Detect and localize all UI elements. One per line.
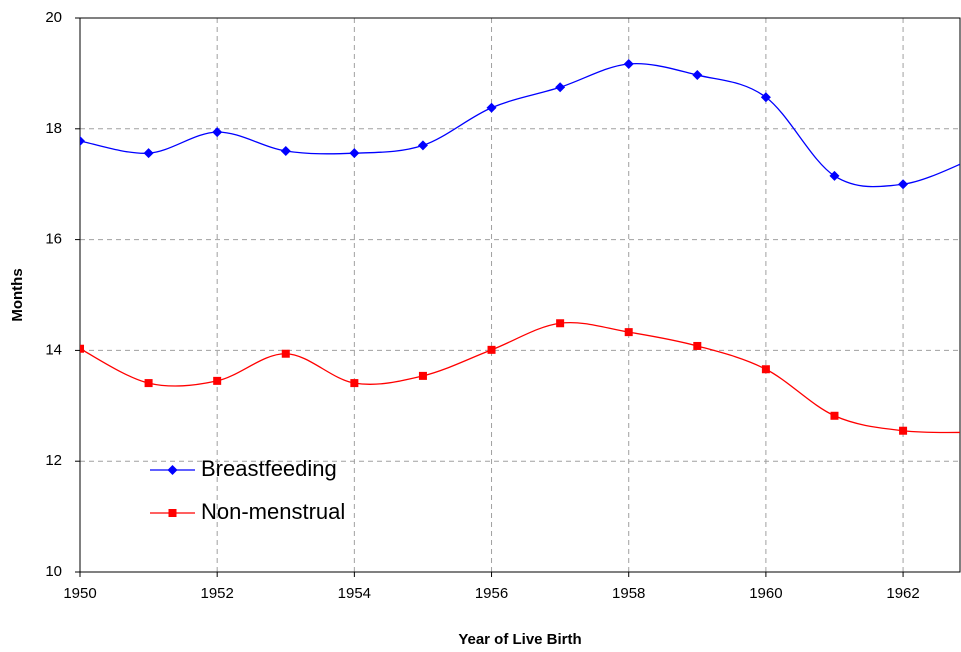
x-tick-label: 1950 xyxy=(63,585,96,602)
y-tick-label: 18 xyxy=(45,120,62,137)
data-point xyxy=(349,148,360,159)
series-line xyxy=(80,62,960,188)
y-tick-label: 10 xyxy=(45,563,62,580)
data-point xyxy=(556,319,565,328)
data-point xyxy=(693,341,702,350)
data-point xyxy=(418,371,427,380)
data-point xyxy=(623,58,634,69)
y-axis-title: Months xyxy=(9,268,26,321)
data-point xyxy=(144,379,153,388)
legend-marker xyxy=(167,465,178,475)
x-tick-label: 1952 xyxy=(200,585,233,602)
x-tick-label: 1958 xyxy=(612,585,645,602)
data-point xyxy=(280,145,291,156)
x-tick-label: 1960 xyxy=(749,585,782,602)
data-point xyxy=(624,328,633,337)
data-point xyxy=(350,379,359,388)
data-point xyxy=(830,411,839,420)
data-point xyxy=(760,92,771,103)
data-point xyxy=(692,70,703,81)
x-tick-label: 1956 xyxy=(475,585,508,602)
data-point xyxy=(80,344,84,353)
data-point xyxy=(143,148,154,159)
y-tick-label: 14 xyxy=(45,341,62,358)
plot-frame xyxy=(79,17,961,573)
data-point xyxy=(212,127,223,138)
data-point xyxy=(555,82,566,93)
y-tick-label: 16 xyxy=(45,231,62,248)
legend-label: Breastfeeding xyxy=(201,456,337,481)
x-axis-title: Year of Live Birth xyxy=(458,631,581,648)
data-point xyxy=(898,179,909,190)
data-point xyxy=(899,426,908,435)
legend-label: Non-menstrual xyxy=(201,499,345,524)
data-point xyxy=(829,170,840,181)
y-tick-label: 20 xyxy=(45,9,62,26)
data-point xyxy=(487,345,496,354)
y-tick-label: 12 xyxy=(45,452,62,469)
series-line xyxy=(80,322,960,434)
x-tick-label: 1962 xyxy=(886,585,919,602)
legend-marker xyxy=(168,509,177,517)
data-point xyxy=(417,140,428,151)
x-tick-label: 1954 xyxy=(338,585,371,602)
data-point xyxy=(80,135,85,146)
data-point xyxy=(761,365,770,374)
data-point xyxy=(213,376,222,385)
data-point xyxy=(281,349,290,358)
data-point xyxy=(486,102,497,113)
plot-area xyxy=(80,58,960,435)
